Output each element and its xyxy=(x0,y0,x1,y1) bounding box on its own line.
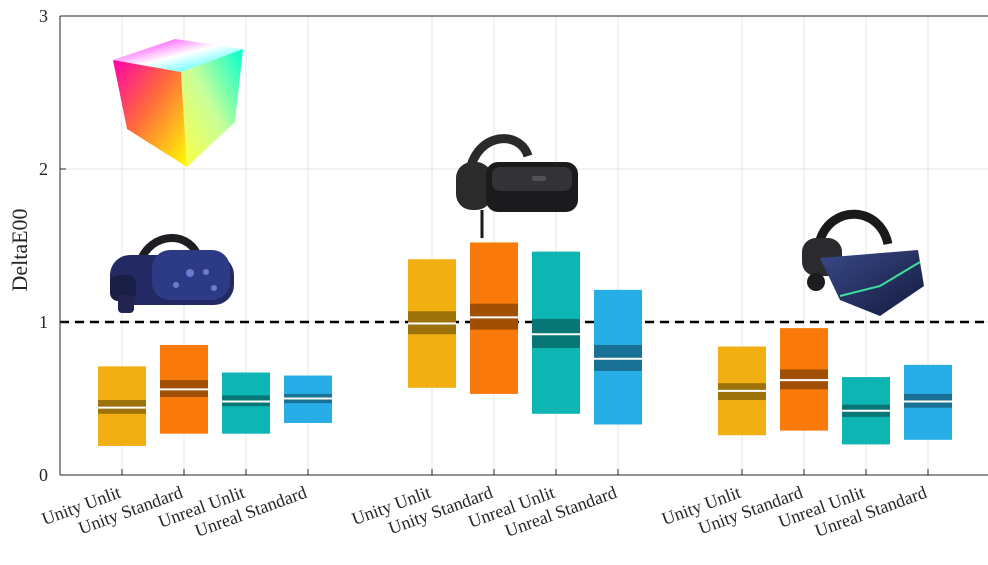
y-tick-label-3: 3 xyxy=(39,6,48,26)
y-ticks: 0 1 2 3 xyxy=(39,6,66,485)
y-tick-label-2: 2 xyxy=(39,159,48,179)
htc-vive-pro-headset-icon xyxy=(110,234,234,313)
box-unreal-standard-2 xyxy=(904,364,952,440)
box-unreal-standard-1 xyxy=(594,289,642,425)
box-unity-unlit-0 xyxy=(98,366,146,446)
box-body xyxy=(532,251,580,414)
rgb-color-cube-icon xyxy=(113,39,243,167)
box-unreal-standard-0 xyxy=(284,375,332,423)
box-unreal-unlit-1 xyxy=(532,251,580,414)
pimax-headset-icon xyxy=(802,209,924,316)
box-unity-unlit-2 xyxy=(718,346,766,436)
box-unity-standard-1 xyxy=(470,242,518,394)
y-tick-label-0: 0 xyxy=(39,465,48,485)
boxes xyxy=(98,242,952,446)
y-axis-label: DeltaE00 xyxy=(7,208,32,291)
box-body xyxy=(222,372,270,434)
box-unreal-unlit-2 xyxy=(842,377,890,445)
box-unity-unlit-1 xyxy=(408,259,456,388)
box-unreal-unlit-0 xyxy=(222,372,270,434)
box-body xyxy=(98,366,146,446)
box-body xyxy=(594,289,642,425)
box-unity-standard-2 xyxy=(780,328,828,431)
y-tick-label-1: 1 xyxy=(39,312,48,332)
box-unity-standard-0 xyxy=(160,344,208,434)
varjo-headset-icon xyxy=(456,134,578,238)
